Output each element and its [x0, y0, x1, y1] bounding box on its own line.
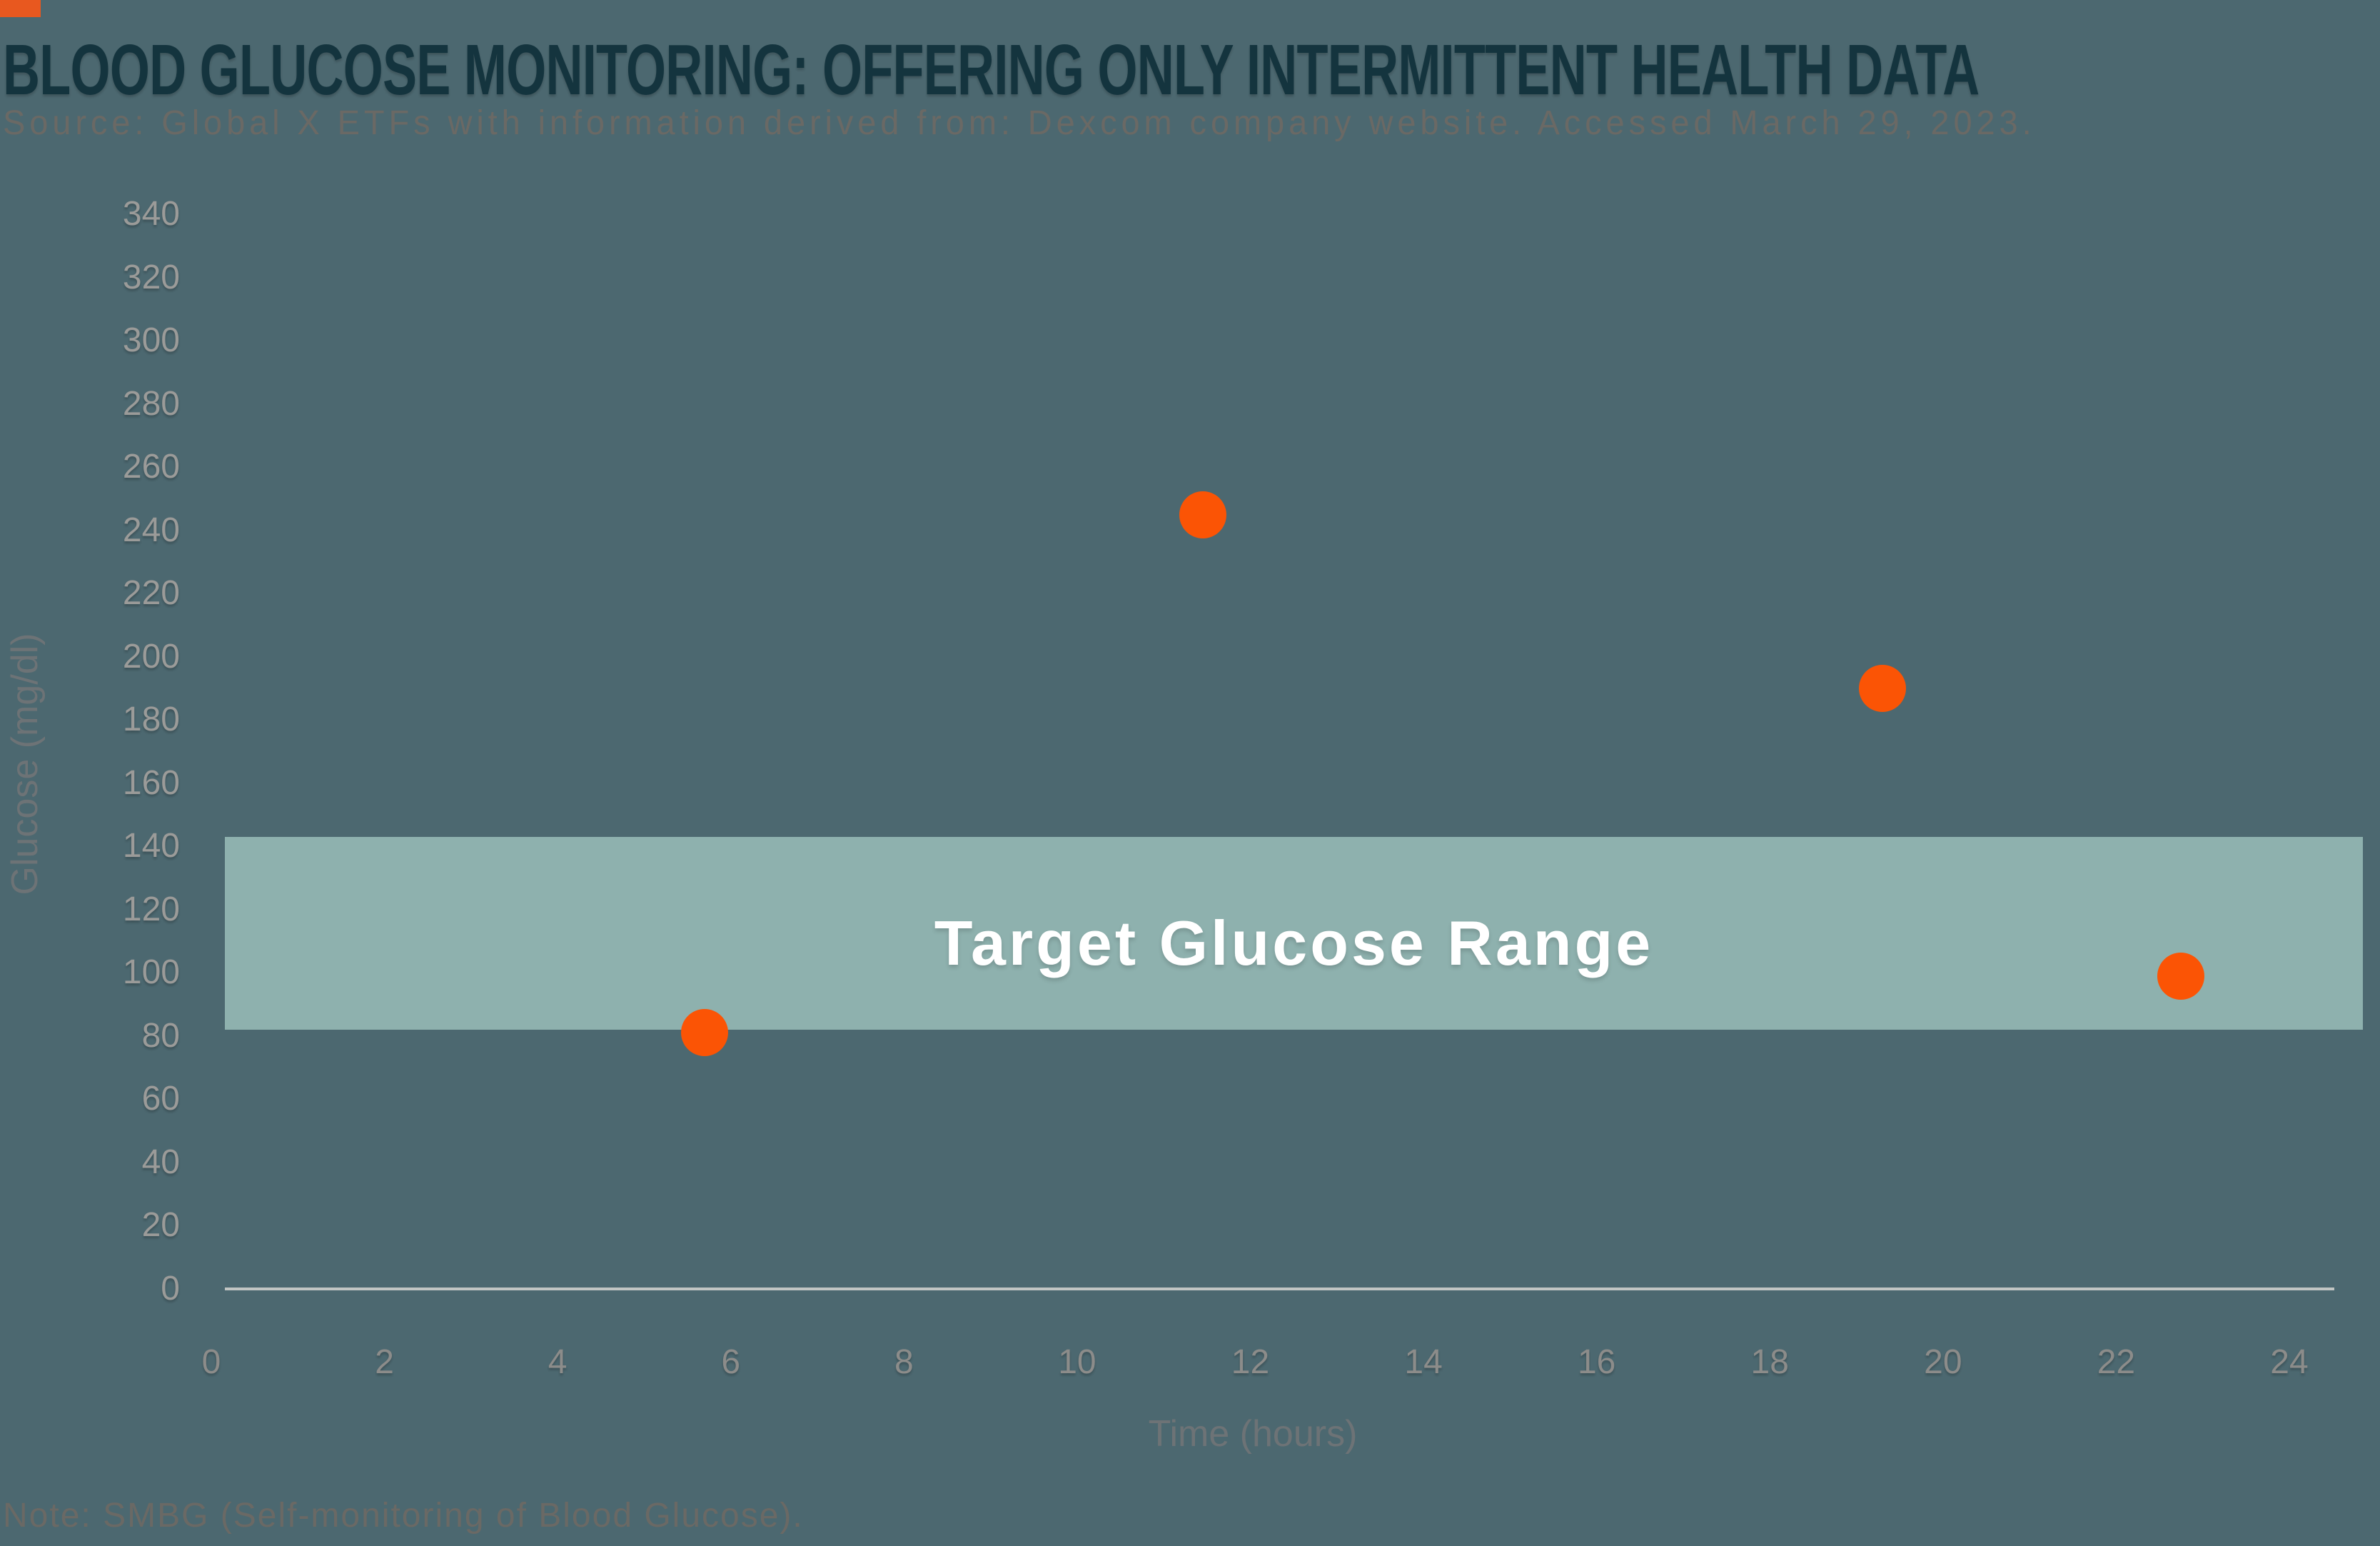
glucose-reading-dot — [1179, 491, 1226, 538]
brand-accent-square — [0, 0, 41, 17]
x-tick-label: 16 — [1577, 1343, 1616, 1381]
glucose-reading-dot — [681, 1009, 729, 1057]
x-tick-label: 12 — [1231, 1343, 1270, 1381]
x-tick-label: 22 — [2097, 1343, 2136, 1381]
y-tick-label: 100 — [122, 953, 180, 992]
y-tick-label: 20 — [141, 1206, 180, 1245]
x-axis-title: Time (hours) — [1148, 1413, 1358, 1455]
x-tick-label: 10 — [1058, 1343, 1096, 1381]
x-tick-label: 24 — [2270, 1343, 2309, 1381]
x-tick-label: 20 — [1924, 1343, 1962, 1381]
y-tick-label: 140 — [122, 827, 180, 865]
source-attribution: Source: Global X ETFs with information d… — [3, 104, 2036, 142]
glucose-reading-dot — [1858, 664, 1906, 712]
y-tick-label: 0 — [161, 1270, 180, 1307]
y-tick-label: 60 — [141, 1080, 180, 1118]
x-tick-label: 14 — [1404, 1343, 1443, 1381]
x-tick-label: 8 — [894, 1343, 914, 1381]
x-tick-label: 2 — [375, 1343, 394, 1381]
target-glucose-band: Target Glucose Range — [225, 837, 2363, 1030]
x-tick-label: 0 — [201, 1343, 221, 1381]
y-tick-label: 320 — [122, 258, 180, 296]
y-tick-label: 200 — [122, 637, 180, 676]
y-tick-label: 260 — [122, 448, 180, 486]
x-axis-line — [225, 1288, 2334, 1290]
y-tick-label: 80 — [141, 1016, 180, 1055]
y-tick-label: 300 — [122, 321, 180, 360]
chart-title: BLOOD GLUCOSE MONITORING: OFFERING ONLY … — [3, 30, 1980, 110]
x-tick-label: 4 — [548, 1343, 568, 1381]
glucose-reading-dot — [2157, 952, 2205, 1000]
y-tick-label: 240 — [122, 511, 180, 549]
target-band-label: Target Glucose Range — [934, 908, 1654, 978]
y-tick-label: 120 — [122, 890, 180, 928]
y-tick-label: 220 — [122, 574, 180, 613]
y-tick-label: 180 — [122, 701, 180, 739]
x-tick-label: 18 — [1750, 1343, 1789, 1381]
y-tick-label: 40 — [141, 1143, 180, 1181]
y-tick-label: 160 — [122, 763, 180, 802]
y-tick-label: 280 — [122, 384, 180, 423]
x-tick-label: 6 — [721, 1343, 741, 1381]
y-tick-label: 340 — [122, 195, 180, 233]
footnote: Note: SMBG (Self-monitoring of Blood Glu… — [3, 1497, 804, 1535]
